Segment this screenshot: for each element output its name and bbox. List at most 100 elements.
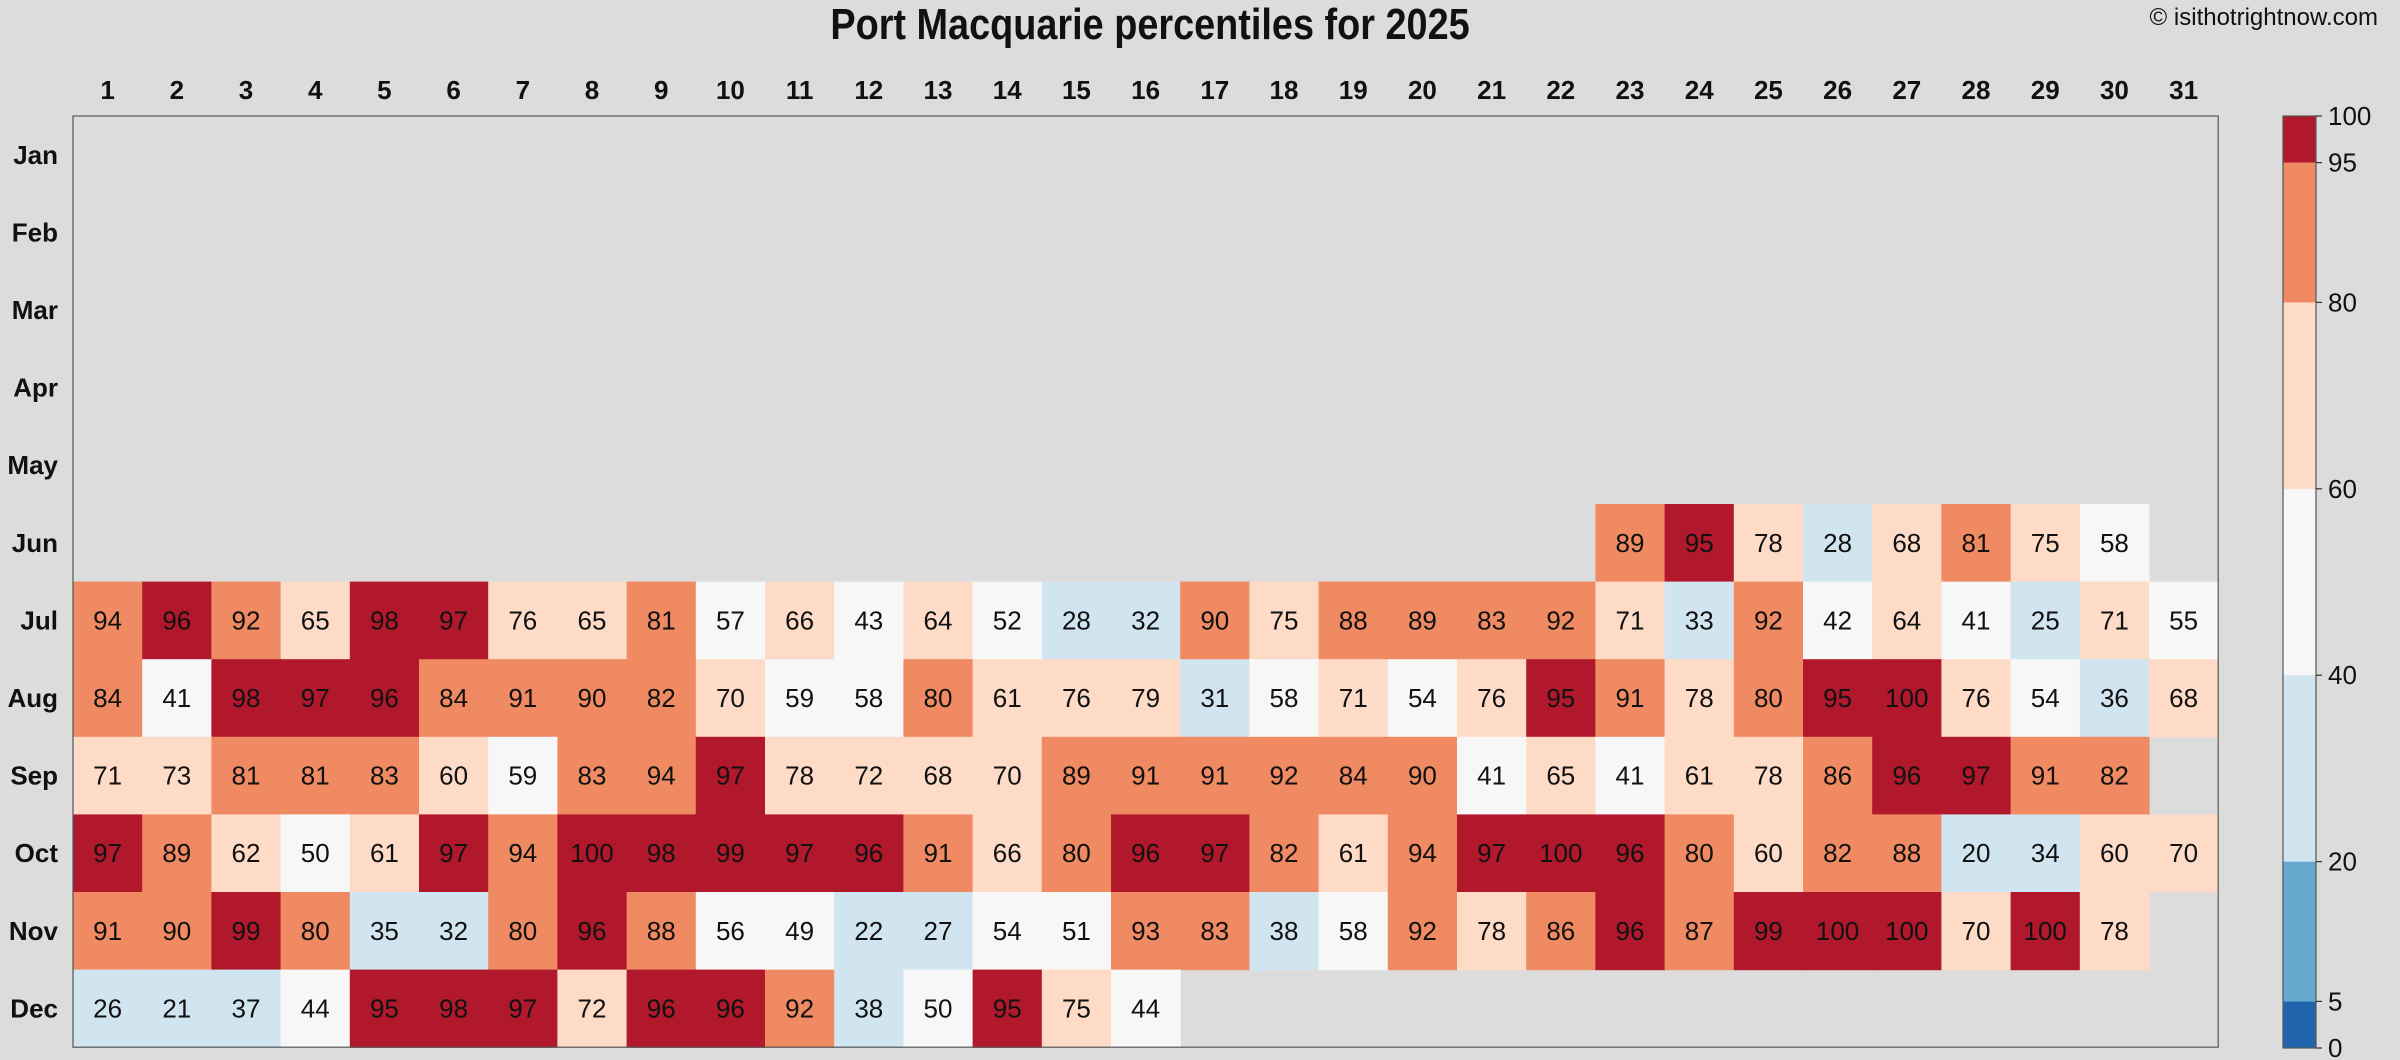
day-label: 16 <box>1131 75 1160 105</box>
cell-value-label: 70 <box>716 683 745 713</box>
cell-value-label: 83 <box>1477 605 1506 635</box>
cell-value-label: 52 <box>993 605 1022 635</box>
cell-value-label: 96 <box>162 605 191 635</box>
heatmap-cell <box>1111 736 1181 815</box>
cell-value-label: 97 <box>1962 761 1991 791</box>
cell-value-label: 100 <box>2024 916 2067 946</box>
cell-value-label: 80 <box>924 683 953 713</box>
heatmap-cell <box>211 969 282 1048</box>
cell-value-label: 100 <box>1816 916 1859 946</box>
cell-value-label: 82 <box>1823 838 1852 868</box>
heatmap-cell <box>1387 892 1458 971</box>
cell-value-label: 96 <box>578 916 607 946</box>
heatmap-cell <box>1041 814 1112 893</box>
month-label: Jun <box>12 528 58 558</box>
heatmap-cell <box>765 659 835 738</box>
heatmap-cell <box>903 969 974 1048</box>
heatmap-cell <box>1941 659 2012 738</box>
heatmap-cell <box>1041 892 1112 971</box>
cell-value-label: 76 <box>1477 683 1506 713</box>
heatmap-cell <box>488 969 558 1048</box>
cell-value-label: 99 <box>716 838 745 868</box>
heatmap-cell <box>1803 504 1873 583</box>
heatmap-cell <box>1595 814 1666 893</box>
day-label: 27 <box>1892 75 1921 105</box>
heatmap-cell <box>1111 659 1181 738</box>
heatmap-cell <box>626 736 697 815</box>
heatmap-cell <box>2079 504 2150 583</box>
heatmap-cell <box>1664 504 1735 583</box>
heatmap-cell <box>1041 581 1112 660</box>
month-label: May <box>7 450 58 480</box>
month-label: Mar <box>12 295 58 325</box>
heatmap-cell <box>1249 892 1320 971</box>
cell-value-label: 84 <box>439 683 468 713</box>
plot-frame <box>72 115 2219 1048</box>
heatmap-cell <box>73 581 143 660</box>
day-label: 3 <box>239 75 253 105</box>
colorbar-segment <box>2283 675 2316 862</box>
cell-value-label: 97 <box>785 838 814 868</box>
cell-value-label: 81 <box>232 761 261 791</box>
heatmap-cell <box>2079 659 2150 738</box>
heatmap-cell <box>419 659 489 738</box>
cell-value-label: 84 <box>93 683 122 713</box>
heatmap-cell <box>1595 581 1666 660</box>
cell-value-label: 86 <box>1546 916 1575 946</box>
heatmap-cell <box>211 736 282 815</box>
heatmap-cell <box>1457 659 1527 738</box>
heatmap-cell <box>211 814 282 893</box>
colorbar-segment <box>2283 861 2316 1002</box>
cell-value-label: 88 <box>1892 838 1921 868</box>
day-label: 2 <box>170 75 184 105</box>
heatmap-cell <box>1387 581 1458 660</box>
cell-value-label: 76 <box>508 605 537 635</box>
heatmap-cell <box>1664 659 1735 738</box>
heatmap-cell <box>1803 814 1873 893</box>
day-label: 10 <box>716 75 745 105</box>
heatmap-cell <box>626 659 697 738</box>
cell-value-label: 88 <box>1339 605 1368 635</box>
cell-value-label: 54 <box>2031 683 2060 713</box>
cell-value-label: 97 <box>439 838 468 868</box>
heatmap-cell <box>557 814 628 893</box>
cell-value-label: 60 <box>439 761 468 791</box>
heatmap-cell <box>1180 736 1250 815</box>
heatmap-cell <box>695 892 766 971</box>
cell-value-label: 100 <box>570 838 613 868</box>
chart-title: Port Macquarie percentiles for 2025 <box>830 0 1470 49</box>
day-label: 22 <box>1546 75 1575 105</box>
day-label: 17 <box>1200 75 1229 105</box>
heatmap-cell <box>1318 581 1389 660</box>
cell-value-label: 89 <box>1616 528 1645 558</box>
cell-value-label: 82 <box>647 683 676 713</box>
cell-value-label: 87 <box>1685 916 1714 946</box>
heatmap-cell <box>1526 581 1596 660</box>
month-label: Jul <box>20 605 58 635</box>
colorbar-tick-label: 100 <box>2328 101 2371 131</box>
heatmap-cell <box>903 736 974 815</box>
heatmap-cell <box>1733 659 1804 738</box>
cell-value-label: 91 <box>508 683 537 713</box>
day-label: 11 <box>786 75 814 105</box>
day-label: 19 <box>1339 75 1368 105</box>
cell-value-label: 81 <box>647 605 676 635</box>
heatmap-cell <box>1318 814 1389 893</box>
cell-value-label: 82 <box>2100 761 2129 791</box>
heatmap-cell <box>142 736 212 815</box>
heatmap-cell <box>142 814 212 893</box>
cell-value-label: 96 <box>716 993 745 1023</box>
heatmap-cell <box>1595 504 1666 583</box>
cell-value-label: 96 <box>1616 838 1645 868</box>
cell-value-label: 92 <box>785 993 814 1023</box>
heatmap-cell <box>73 736 143 815</box>
cell-value-label: 99 <box>1754 916 1783 946</box>
heatmap-cell <box>419 969 489 1048</box>
cell-value-label: 49 <box>785 916 814 946</box>
day-label: 18 <box>1270 75 1299 105</box>
colorbar-tick-label: 0 <box>2328 1033 2342 1060</box>
cell-value-label: 80 <box>301 916 330 946</box>
cell-value-label: 71 <box>1339 683 1368 713</box>
cell-value-label: 41 <box>1477 761 1506 791</box>
cell-value-label: 38 <box>1270 916 1299 946</box>
